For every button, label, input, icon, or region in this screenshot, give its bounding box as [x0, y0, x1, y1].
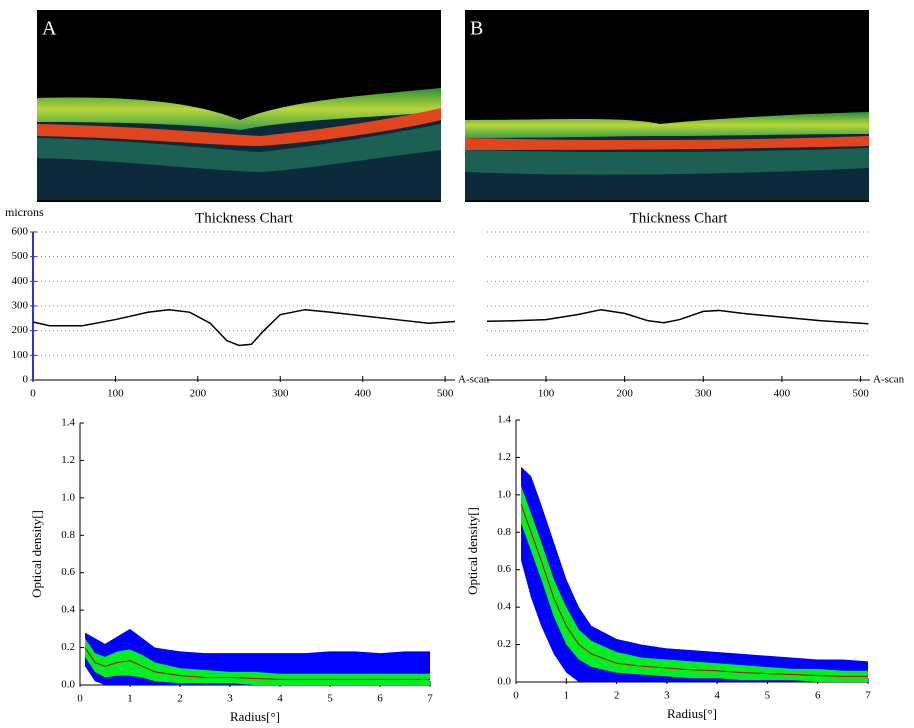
panel-label: B [470, 18, 483, 40]
x-tick-label: 3 [227, 693, 233, 705]
mean-line [84, 647, 430, 680]
x-tick-label: 7 [865, 690, 871, 702]
x-tick-label: 300 [695, 388, 712, 400]
x-tick-label: 100 [538, 388, 555, 400]
x-tick-label: 3 [664, 690, 670, 702]
y-tick-label: 0.2 [497, 638, 511, 650]
x-tick-label: 6 [377, 693, 383, 705]
x-tick-label: 7 [427, 693, 433, 705]
x-tick-label: 1 [127, 693, 133, 705]
x-tick-label: 6 [815, 690, 821, 702]
y-tick-label: 0.4 [61, 604, 75, 616]
x-axis-label: Radius[°] [667, 706, 717, 721]
x-tick-label: 200 [616, 388, 633, 400]
x-tick-label: 500 [437, 388, 454, 400]
y-tick-label: 0.8 [61, 529, 75, 541]
y-tick-label: 500 [12, 250, 29, 262]
y-tick-label: 0.4 [497, 601, 511, 613]
x-tick-label: 500 [852, 388, 869, 400]
y-tick-label: 300 [12, 300, 29, 312]
thickness-line [486, 308, 869, 325]
chart-title: Thickness Chart [195, 210, 294, 226]
thickness-line [32, 308, 456, 347]
y-tick-label: 0.6 [61, 566, 75, 578]
oct-image-b: B [465, 10, 869, 202]
x-axis-label: A-scan [873, 374, 905, 386]
x-axis-label: Radius[°] [230, 709, 280, 724]
x-tick-label: 2 [177, 693, 183, 705]
x-tick-label: 400 [354, 388, 371, 400]
y-tick-label: 0.0 [61, 679, 75, 691]
x-tick-label: 5 [765, 690, 771, 702]
chart-title: Thickness Chart [630, 210, 729, 226]
y-tick-label: 400 [12, 275, 29, 287]
y-tick-label: 100 [12, 349, 29, 361]
y-axis-label: microns [5, 205, 44, 219]
x-tick-label: 4 [714, 690, 720, 702]
x-tick-label: 100 [107, 388, 124, 400]
x-tick-label: 200 [190, 388, 207, 400]
y-tick-label: 0.6 [497, 563, 511, 575]
x-tick-label: 1 [564, 690, 570, 702]
y-tick-label: 200 [12, 324, 29, 336]
y-tick-label: 1.0 [497, 488, 511, 500]
y-tick-label: 1.4 [497, 414, 511, 426]
oct-image-a: A [37, 10, 441, 202]
x-tick-label: 300 [272, 388, 289, 400]
y-tick-label: 1.2 [61, 454, 75, 466]
x-tick-label: 0 [77, 693, 83, 705]
panel-label: A [42, 18, 57, 40]
y-axis-label: Optical density[] [465, 507, 480, 595]
x-tick-label: 0 [513, 690, 519, 702]
x-tick-label: 0 [30, 388, 36, 400]
y-tick-label: 0 [23, 374, 29, 386]
y-tick-label: 1.0 [61, 491, 75, 503]
mean-line [520, 504, 868, 677]
y-tick-label: 1.2 [497, 451, 511, 463]
y-tick-label: 0.0 [497, 676, 511, 688]
x-tick-label: 400 [774, 388, 791, 400]
y-tick-label: 1.4 [61, 417, 75, 429]
y-tick-label: 0.8 [497, 526, 511, 538]
y-tick-label: 0.2 [61, 641, 75, 653]
y-axis-label: Optical density[] [29, 510, 44, 598]
density-band [521, 466, 868, 682]
x-tick-label: 2 [614, 690, 620, 702]
x-tick-label: 5 [327, 693, 333, 705]
x-tick-label: 4 [277, 693, 283, 705]
density-band [85, 638, 430, 685]
y-tick-label: 600 [12, 226, 29, 238]
x-axis-label: A-scan [458, 374, 490, 386]
